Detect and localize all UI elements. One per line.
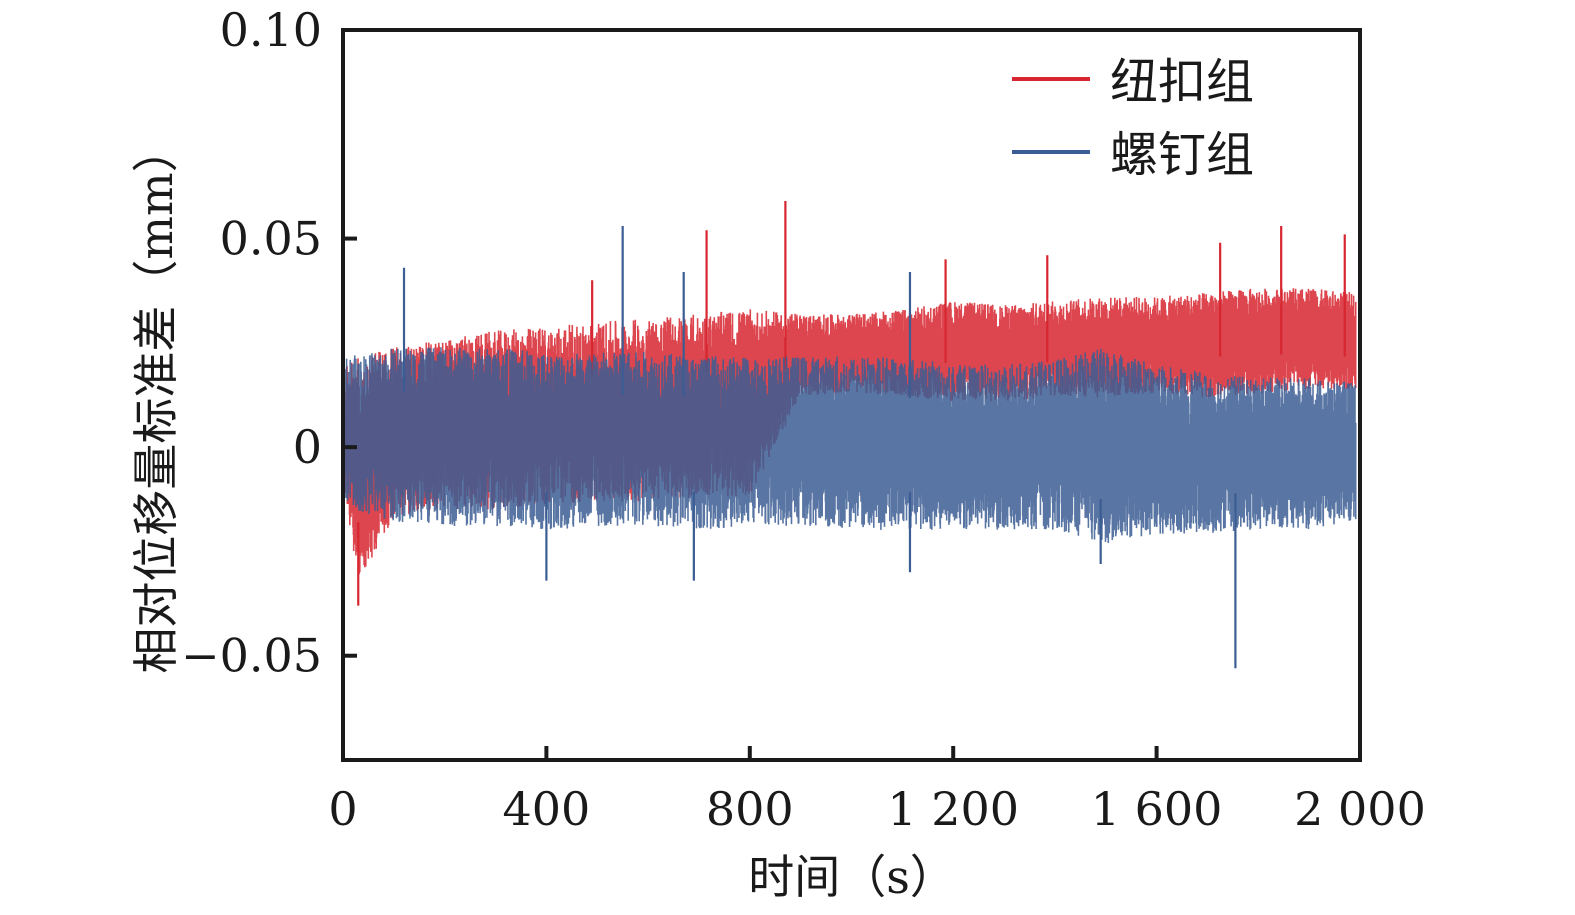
x-tick-label: 0	[328, 782, 357, 836]
plot-area	[344, 201, 1357, 669]
x-tick-label: 400	[502, 782, 590, 836]
series-2-line	[344, 347, 1357, 543]
y-tick-label: 0.10	[220, 3, 322, 57]
x-tick-label: 1 200	[887, 782, 1019, 836]
series-2	[344, 226, 1357, 669]
y-tick-label: 0	[293, 420, 322, 474]
y-tick-label: −0.05	[181, 629, 322, 683]
x-tick-label: 1 600	[1091, 782, 1223, 836]
y-tick-label: 0.05	[220, 212, 322, 266]
axis-ticks: 0 400 800 1 200 1 600 2 000 0.10 0.05 0 −0.05	[181, 3, 1426, 836]
legend-label-series-2: 螺钉组	[1110, 127, 1254, 183]
y-axis-title: 相对位移量标准差（mm）	[129, 126, 183, 673]
plot-frame	[341, 28, 1362, 762]
legend-label-series-1: 纽扣组	[1110, 54, 1254, 110]
legend: 纽扣组 螺钉组	[1012, 54, 1254, 183]
x-tick-label: 2 000	[1294, 782, 1426, 836]
x-tick-label: 800	[706, 782, 794, 836]
x-axis-title: 时间（s）	[748, 850, 956, 904]
